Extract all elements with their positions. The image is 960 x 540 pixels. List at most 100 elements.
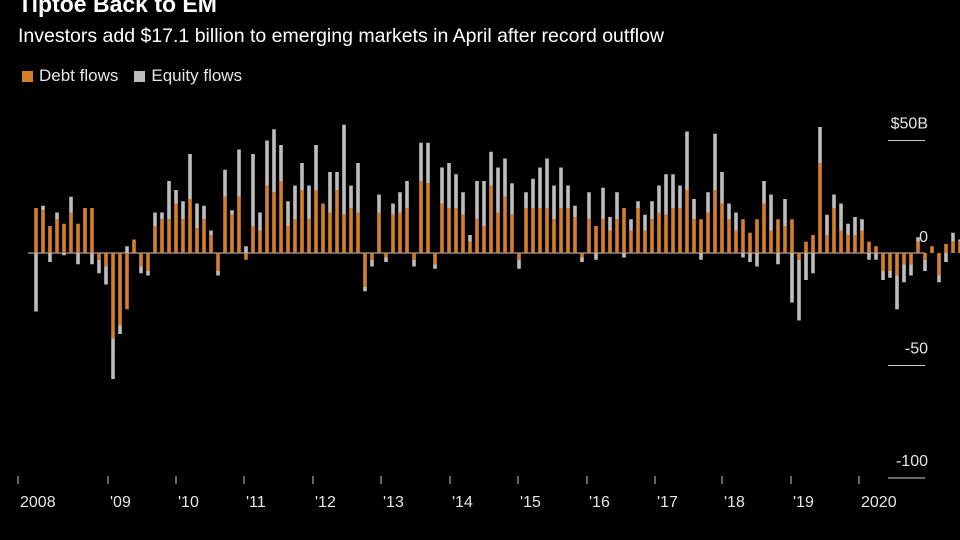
debt-bar bbox=[958, 241, 960, 253]
debt-bar bbox=[230, 214, 234, 253]
debt-bar bbox=[755, 219, 759, 253]
debt-bar bbox=[384, 253, 388, 258]
equity-bar bbox=[713, 133, 717, 190]
equity-bar bbox=[426, 142, 430, 184]
debt-bar bbox=[524, 208, 528, 253]
x-tick-label: '16 bbox=[589, 494, 610, 511]
equity-bar bbox=[139, 266, 143, 274]
debt-bar bbox=[587, 219, 591, 253]
debt-bar bbox=[55, 219, 59, 253]
debt-bar bbox=[48, 226, 52, 253]
equity-bar bbox=[895, 275, 899, 310]
equity-bar bbox=[405, 181, 409, 208]
debt-bar bbox=[356, 212, 360, 253]
equity-bar bbox=[293, 185, 297, 220]
debt-bar bbox=[34, 208, 38, 253]
debt-bar bbox=[937, 253, 941, 276]
debt-bar bbox=[559, 208, 563, 253]
equity-bar bbox=[902, 264, 906, 283]
debt-bar bbox=[468, 241, 472, 253]
debt-bar bbox=[727, 219, 731, 253]
equity-bar bbox=[741, 253, 745, 258]
y-tick-label: -100 bbox=[896, 453, 928, 470]
debt-bar bbox=[804, 241, 808, 253]
equity-bar bbox=[244, 246, 248, 253]
equity-bar bbox=[629, 219, 633, 231]
equity-bar bbox=[601, 187, 605, 220]
debt-bar bbox=[405, 208, 409, 253]
equity-bar bbox=[398, 192, 402, 213]
equity-bar bbox=[230, 210, 234, 215]
equity-bar bbox=[188, 154, 192, 199]
debt-bar bbox=[811, 235, 815, 253]
equity-bar bbox=[804, 253, 808, 280]
equity-bar bbox=[48, 253, 52, 262]
equity-bar bbox=[475, 181, 479, 220]
equity-bar bbox=[433, 264, 437, 269]
equity-bar bbox=[419, 142, 423, 181]
equity-bar bbox=[762, 181, 766, 204]
debt-bar bbox=[251, 226, 255, 253]
equity-bar bbox=[202, 205, 206, 220]
equity-bar bbox=[41, 205, 45, 211]
debt-bar bbox=[881, 253, 885, 271]
debt-bar bbox=[538, 208, 542, 253]
debt-bar bbox=[832, 208, 836, 253]
debt-bar bbox=[321, 203, 325, 253]
equity-bar bbox=[755, 253, 759, 267]
debt-bar bbox=[762, 203, 766, 253]
equity-bar bbox=[153, 212, 157, 226]
y-tick-label: -50 bbox=[905, 341, 928, 358]
equity-bar bbox=[237, 149, 241, 197]
equity-bar bbox=[524, 192, 528, 208]
debt-bar bbox=[930, 246, 934, 253]
debt-bar bbox=[531, 208, 535, 253]
legend-item-debt: Debt flows bbox=[22, 66, 118, 86]
debt-bar bbox=[685, 190, 689, 253]
debt-bar bbox=[454, 208, 458, 253]
equity-bar bbox=[391, 203, 395, 215]
equity-bar bbox=[272, 129, 276, 193]
debt-bar bbox=[769, 230, 773, 253]
debt-bar bbox=[860, 230, 864, 253]
x-tick-label: '18 bbox=[724, 494, 745, 511]
debt-bar bbox=[678, 208, 682, 253]
debt-bar bbox=[902, 253, 906, 265]
debt-bar bbox=[111, 253, 115, 339]
debt-bar bbox=[139, 253, 143, 267]
equity-bar bbox=[216, 271, 220, 276]
debt-bar bbox=[174, 203, 178, 253]
equity-bar bbox=[370, 259, 374, 267]
debt-bar bbox=[909, 253, 913, 265]
equity-bar bbox=[125, 246, 129, 253]
equity-bar bbox=[181, 201, 185, 220]
debt-bar bbox=[671, 208, 675, 253]
debt-bar bbox=[797, 253, 801, 260]
debt-bar bbox=[293, 219, 297, 253]
equity-bar bbox=[622, 253, 626, 258]
equity-bar bbox=[468, 235, 472, 242]
equity-bar bbox=[461, 192, 465, 215]
debt-bar bbox=[846, 235, 850, 253]
x-tick-label: '17 bbox=[657, 494, 678, 511]
equity-bar bbox=[104, 266, 108, 285]
debt-bar bbox=[216, 253, 220, 271]
equity-bar bbox=[790, 253, 794, 303]
equity-bar bbox=[335, 172, 339, 190]
equity-bar bbox=[482, 181, 486, 226]
debt-bar bbox=[636, 208, 640, 253]
debt-bar bbox=[265, 185, 269, 253]
debt-bar bbox=[664, 214, 668, 253]
equity-bar bbox=[636, 201, 640, 208]
debt-bar bbox=[447, 208, 451, 253]
equity-bar bbox=[517, 259, 521, 269]
debt-bar bbox=[181, 219, 185, 253]
debt-bar bbox=[377, 212, 381, 253]
debt-bar bbox=[503, 196, 507, 253]
y-tick-label: $50B bbox=[891, 116, 928, 133]
debt-bar bbox=[300, 190, 304, 253]
debt-bar bbox=[307, 219, 311, 253]
equity-bar bbox=[671, 174, 675, 208]
debt-bar bbox=[433, 253, 437, 265]
